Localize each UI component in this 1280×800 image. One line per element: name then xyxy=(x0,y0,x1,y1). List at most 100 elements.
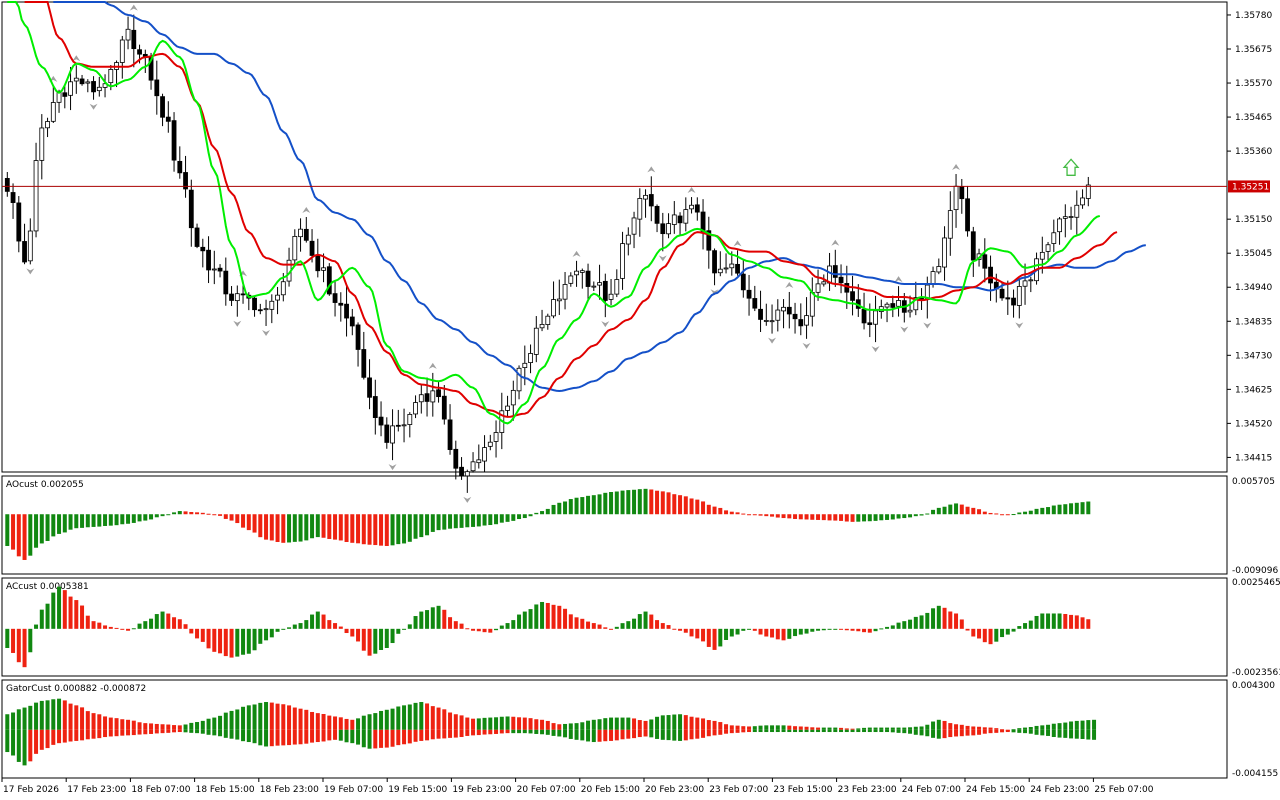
gator-lower-bar xyxy=(131,729,136,736)
ac-bar xyxy=(1074,615,1079,629)
ao-bar xyxy=(62,514,67,533)
gator-lower-bar xyxy=(816,729,821,733)
time-tick-label: 19 Feb 23:00 xyxy=(452,785,511,795)
ac-bar xyxy=(206,628,211,649)
ao-bar xyxy=(609,492,614,515)
gator-lower-bar xyxy=(528,729,533,734)
bear-candle xyxy=(252,297,257,311)
price-tick-label: 1.35360 xyxy=(1235,147,1272,157)
gator-lower-bar xyxy=(448,729,453,738)
ac-bar xyxy=(597,624,602,629)
ac-bar xyxy=(137,623,142,629)
ao-bar xyxy=(563,501,568,515)
gator-upper-bar xyxy=(11,712,16,730)
ao-bar xyxy=(384,514,389,546)
bull-candle xyxy=(407,413,413,425)
ao-bar xyxy=(540,511,545,515)
gator-lower-bar xyxy=(206,729,211,735)
gator-lower-bar xyxy=(287,729,292,746)
gator-lower-bar xyxy=(103,729,108,738)
gator-upper-bar xyxy=(189,722,194,730)
bull-candle xyxy=(873,310,878,325)
bull-candle xyxy=(775,309,781,321)
ac-bar xyxy=(672,628,677,630)
bear-candle xyxy=(832,265,838,278)
fractal-down-icon xyxy=(89,103,98,110)
ac-bar xyxy=(1023,623,1028,629)
ao-bar xyxy=(568,499,573,515)
ac-bar xyxy=(16,628,21,663)
ao-bar xyxy=(373,514,378,546)
main-price-panel[interactable] xyxy=(1,1,1228,473)
bull-candle xyxy=(119,39,125,63)
gator-upper-bar xyxy=(327,715,332,730)
ao-bar xyxy=(1063,504,1068,515)
bull-candle xyxy=(45,121,50,129)
bear-candle xyxy=(10,192,16,203)
bull-candle xyxy=(68,81,73,96)
gator-upper-bar xyxy=(770,725,775,730)
ao-bar xyxy=(200,512,205,515)
gator-upper-bar xyxy=(620,717,625,730)
gator-lower-bar xyxy=(948,729,953,738)
gator-upper-bar xyxy=(200,720,205,730)
gator-panel[interactable] xyxy=(1,679,1228,779)
ac-bar xyxy=(902,621,907,629)
fractal-down-icon xyxy=(601,321,610,328)
gator-lower-bar xyxy=(488,729,493,735)
gator-lower-bar xyxy=(172,729,177,733)
ao-bar xyxy=(666,492,671,515)
gator-lower-bar xyxy=(557,729,562,737)
gator-upper-bar xyxy=(57,698,62,730)
bull-candle xyxy=(1016,286,1022,306)
gator-upper-bar xyxy=(321,713,326,730)
gator-lower-bar xyxy=(1028,729,1033,734)
ac-panel[interactable] xyxy=(1,577,1228,677)
ac-bar xyxy=(5,628,10,648)
ac-bar xyxy=(896,622,901,629)
bull-candle xyxy=(528,353,533,363)
bear-candle xyxy=(326,266,332,295)
bull-candle xyxy=(298,228,303,238)
time-tick-label: 20 Feb 15:00 xyxy=(581,785,640,795)
gator-lower-bar xyxy=(499,729,504,734)
ao-bar xyxy=(1086,501,1091,515)
gator-upper-bar xyxy=(108,717,113,730)
bull-candle xyxy=(666,223,671,235)
ao-bar xyxy=(206,513,211,515)
bear-candle xyxy=(1011,297,1016,306)
gator-lower-bar xyxy=(1074,729,1079,739)
gator-lower-bar xyxy=(896,729,901,733)
ao-bar xyxy=(787,514,792,519)
gator-lower-bar xyxy=(315,729,320,743)
gator-lower-bar xyxy=(655,729,660,739)
gator-upper-bar xyxy=(488,717,493,730)
ao-bar xyxy=(396,514,401,545)
bear-candle xyxy=(602,280,608,301)
bull-candle xyxy=(631,217,637,235)
ac-bar xyxy=(229,628,234,658)
ao-bar xyxy=(1057,504,1062,515)
gator-upper-bar xyxy=(678,714,683,730)
gator-lower-bar xyxy=(758,729,763,733)
ao-bar xyxy=(390,514,395,546)
bull-candle xyxy=(85,81,91,84)
bear-candle xyxy=(16,202,22,242)
ac-bar xyxy=(166,613,171,629)
bull-candle xyxy=(476,459,482,464)
gator-upper-bar xyxy=(315,713,320,730)
gator-lower-bar xyxy=(419,729,424,741)
ac-bar xyxy=(373,628,378,654)
gator-lower-bar xyxy=(361,729,366,748)
ac-bar xyxy=(637,614,642,629)
ao-bar xyxy=(844,514,849,522)
gator-lower-bar xyxy=(545,729,550,735)
ao-panel[interactable] xyxy=(1,475,1228,575)
gator-upper-bar xyxy=(5,714,10,730)
bear-candle xyxy=(965,198,970,232)
ao-bar xyxy=(430,514,435,532)
bull-candle xyxy=(73,77,79,82)
ao-bar xyxy=(706,504,711,515)
ac-bar xyxy=(919,615,924,629)
